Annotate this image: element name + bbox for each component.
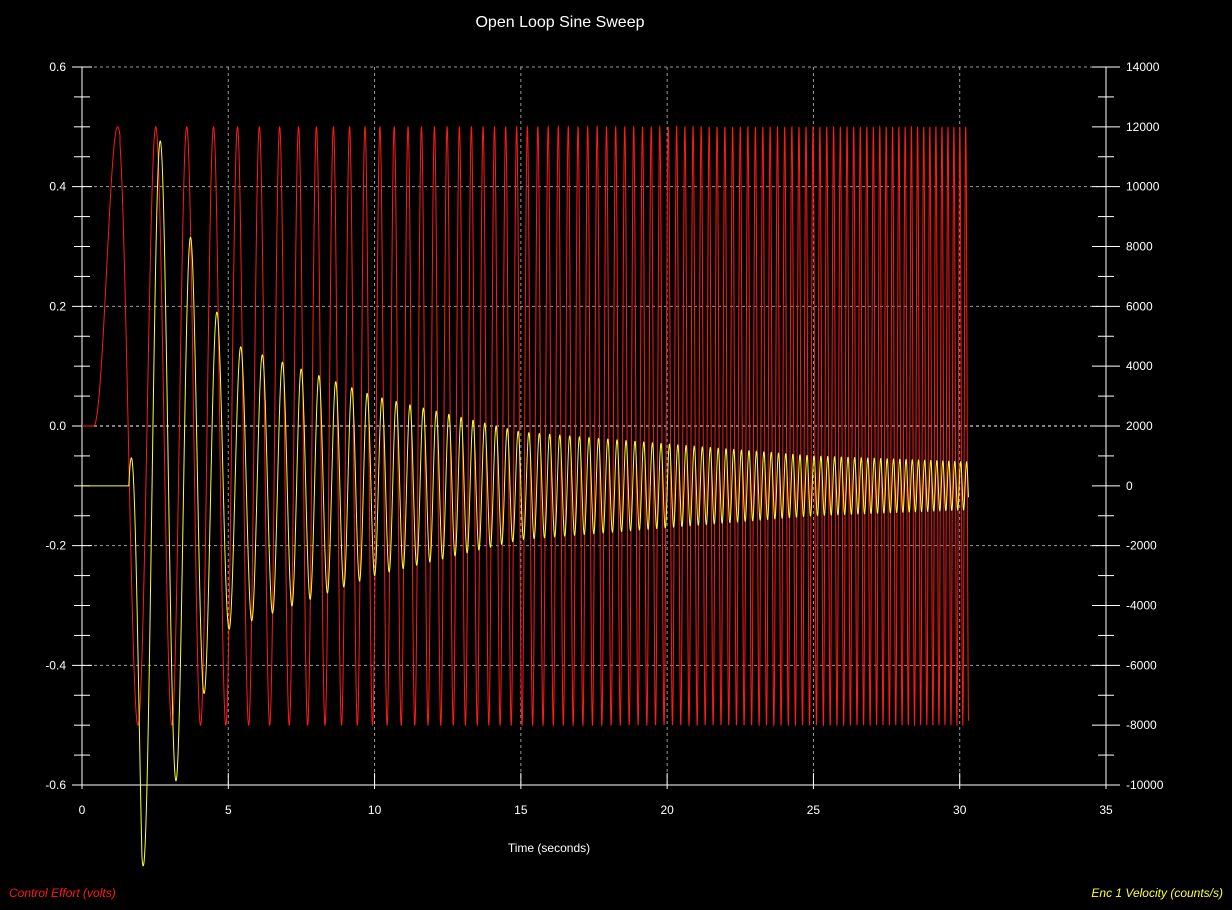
right-tick-label: 0	[1126, 479, 1133, 493]
x-tick-label: 15	[514, 803, 528, 817]
left-tick-label: -0.2	[45, 539, 66, 553]
x-tick-label: 35	[1099, 803, 1113, 817]
right-tick-label: 8000	[1126, 240, 1153, 254]
right-tick-label: -6000	[1126, 658, 1157, 672]
legend-control-effort: Control Effort (volts)	[9, 886, 116, 900]
right-tick-label: 12000	[1126, 120, 1160, 134]
chart-title: Open Loop Sine Sweep	[475, 14, 645, 31]
right-tick-label: -8000	[1126, 718, 1157, 732]
x-tick-label: 0	[79, 803, 86, 817]
series-control-effort	[82, 124, 969, 728]
left-tick-label: 0.4	[49, 180, 66, 194]
tick-labels: 0.6 0.4 0.2 0.0 -0.2 -0.4 -0.6 14000 12000 10000 8…	[45, 60, 1163, 817]
x-tick-label: 10	[368, 803, 382, 817]
right-tick-label: 6000	[1126, 299, 1153, 313]
x-tick-label: 20	[660, 803, 674, 817]
left-tick-label: 0.0	[49, 419, 66, 433]
left-tick-label: 0.2	[49, 299, 66, 313]
left-tick-label: -0.4	[45, 658, 66, 672]
right-tick-label: 14000	[1126, 60, 1160, 74]
x-tick-label: 30	[953, 803, 967, 817]
right-tick-label: 2000	[1126, 419, 1153, 433]
left-tick-label: 0.6	[49, 60, 66, 74]
axes	[72, 66, 1120, 789]
left-tick-label: -0.6	[45, 778, 66, 792]
x-tick-label: 25	[807, 803, 821, 817]
right-tick-label: -2000	[1126, 539, 1157, 553]
legend-enc1-velocity: Enc 1 Velocity (counts/s)	[1091, 886, 1223, 900]
right-tick-label: -4000	[1126, 599, 1157, 613]
x-tick-label: 5	[225, 803, 232, 817]
series-layer	[82, 124, 969, 867]
x-axis-label: Time (seconds)	[507, 841, 591, 855]
right-tick-label: 4000	[1126, 359, 1153, 373]
series-enc1-velocity	[82, 140, 969, 867]
right-tick-label: -10000	[1126, 778, 1164, 792]
right-tick-label: 10000	[1126, 180, 1160, 194]
